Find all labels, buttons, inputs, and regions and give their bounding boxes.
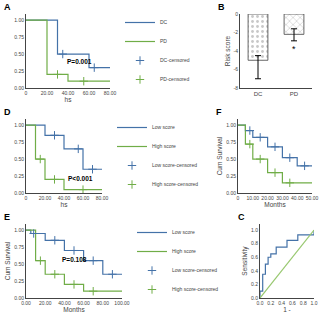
svg-text:Months: Months bbox=[63, 306, 85, 313]
svg-text:-8: -8 bbox=[234, 85, 239, 91]
svg-text:0.00: 0.00 bbox=[14, 295, 24, 301]
svg-text:80.00: 80.00 bbox=[96, 195, 109, 201]
svg-text:80.00: 80.00 bbox=[104, 90, 117, 96]
svg-text:60.00: 60.00 bbox=[77, 300, 90, 306]
svg-text:20.00: 20.00 bbox=[261, 195, 274, 201]
svg-text:*: * bbox=[292, 44, 296, 54]
svg-text:1 -: 1 - bbox=[283, 306, 291, 313]
svg-text:0.75: 0.75 bbox=[14, 34, 24, 40]
svg-text:40.00: 40.00 bbox=[62, 90, 75, 96]
svg-text:20.00: 20.00 bbox=[39, 195, 52, 201]
svg-text:30.00: 30.00 bbox=[276, 195, 289, 201]
svg-text:60.00: 60.00 bbox=[77, 195, 90, 201]
svg-text:hs: hs bbox=[61, 201, 69, 208]
svg-text:0.0: 0.0 bbox=[257, 300, 264, 306]
svg-text:1.0: 1.0 bbox=[311, 300, 318, 306]
svg-text:0.50: 0.50 bbox=[14, 156, 24, 162]
svg-text:0.25: 0.25 bbox=[14, 173, 24, 179]
svg-text:10.00: 10.00 bbox=[247, 195, 260, 201]
svg-text:DC-censored: DC-censored bbox=[160, 57, 190, 63]
svg-text:40.00: 40.00 bbox=[291, 195, 304, 201]
svg-text:D: D bbox=[4, 107, 11, 117]
svg-text:0.8: 0.8 bbox=[300, 300, 307, 306]
svg-text:P=0.001: P=0.001 bbox=[67, 58, 92, 65]
svg-text:Months: Months bbox=[264, 201, 286, 208]
svg-text:0.25: 0.25 bbox=[14, 278, 24, 284]
svg-text:Sensitivity: Sensitivity bbox=[241, 246, 249, 276]
svg-text:0.25: 0.25 bbox=[14, 68, 24, 74]
svg-text:0: 0 bbox=[235, 11, 238, 17]
svg-text:Cum Survival: Cum Survival bbox=[4, 241, 11, 280]
svg-text:P<0.001: P<0.001 bbox=[68, 175, 93, 182]
svg-text:High score-censored: High score-censored bbox=[152, 181, 198, 187]
svg-text:0.50: 0.50 bbox=[14, 51, 24, 57]
svg-text:C: C bbox=[238, 212, 245, 222]
svg-text:0.00: 0.00 bbox=[14, 85, 24, 91]
svg-text:0.75: 0.75 bbox=[14, 139, 24, 145]
svg-text:0.2: 0.2 bbox=[251, 281, 258, 287]
svg-text:40.00: 40.00 bbox=[58, 195, 71, 201]
svg-text:0.25: 0.25 bbox=[226, 173, 236, 179]
svg-text:20.00: 20.00 bbox=[39, 300, 52, 306]
svg-text:0.4: 0.4 bbox=[278, 300, 285, 306]
svg-text:0.00: 0.00 bbox=[226, 190, 236, 196]
svg-text:A: A bbox=[4, 2, 11, 12]
svg-text:PD: PD bbox=[290, 91, 299, 97]
svg-text:-2: -2 bbox=[234, 29, 239, 35]
svg-text:High score: High score bbox=[172, 248, 196, 254]
svg-text:Low score: Low score bbox=[172, 229, 195, 235]
svg-text:Low score-censored: Low score-censored bbox=[172, 267, 217, 273]
svg-text:P=0.108: P=0.108 bbox=[62, 256, 87, 263]
svg-text:DC: DC bbox=[254, 91, 263, 97]
svg-text:-4: -4 bbox=[234, 48, 239, 54]
svg-text:hs: hs bbox=[65, 96, 73, 103]
svg-text:40.00: 40.00 bbox=[58, 300, 71, 306]
svg-text:100.00: 100.00 bbox=[114, 300, 130, 306]
svg-text:60.00: 60.00 bbox=[83, 90, 96, 96]
svg-text:High score: High score bbox=[152, 143, 176, 149]
svg-text:Low score-censored: Low score-censored bbox=[152, 162, 197, 168]
svg-text:0: 0 bbox=[25, 90, 28, 96]
svg-text:20.00: 20.00 bbox=[41, 90, 54, 96]
svg-text:0: 0 bbox=[237, 195, 240, 201]
svg-text:PD-censored: PD-censored bbox=[160, 76, 189, 82]
svg-text:1.00: 1.00 bbox=[226, 122, 236, 128]
svg-text:Risk score: Risk score bbox=[224, 35, 231, 66]
svg-text:0.75: 0.75 bbox=[226, 139, 236, 145]
svg-text:0.8: 0.8 bbox=[251, 240, 258, 246]
svg-text:High score-censored: High score-censored bbox=[172, 286, 218, 292]
svg-text:PD: PD bbox=[160, 38, 167, 44]
svg-text:E: E bbox=[4, 212, 10, 222]
svg-text:0.4: 0.4 bbox=[251, 268, 258, 274]
svg-text:0.6: 0.6 bbox=[251, 254, 258, 260]
svg-text:1.00: 1.00 bbox=[14, 17, 24, 23]
svg-text:80.00: 80.00 bbox=[97, 300, 110, 306]
svg-text:50.00: 50.00 bbox=[306, 195, 319, 201]
svg-text:0.50: 0.50 bbox=[226, 156, 236, 162]
svg-text:1.0: 1.0 bbox=[251, 227, 258, 233]
svg-text:0.00: 0.00 bbox=[21, 300, 31, 306]
svg-text:0.0: 0.0 bbox=[251, 295, 258, 301]
svg-text:0.50: 0.50 bbox=[14, 261, 24, 267]
svg-text:0.2: 0.2 bbox=[267, 300, 274, 306]
svg-text:Low score: Low score bbox=[152, 124, 175, 130]
svg-text:DC: DC bbox=[160, 19, 168, 25]
svg-text:0: 0 bbox=[25, 195, 28, 201]
svg-text:B: B bbox=[218, 2, 225, 12]
svg-text:Cum Survival: Cum Survival bbox=[216, 136, 223, 175]
svg-text:0.75: 0.75 bbox=[14, 244, 24, 250]
svg-text:1.00: 1.00 bbox=[14, 122, 24, 128]
svg-text:0.00: 0.00 bbox=[14, 190, 24, 196]
svg-text:F: F bbox=[216, 107, 222, 117]
svg-text:1.00: 1.00 bbox=[14, 227, 24, 233]
svg-text:-6: -6 bbox=[234, 66, 239, 72]
svg-text:0.6: 0.6 bbox=[289, 300, 296, 306]
